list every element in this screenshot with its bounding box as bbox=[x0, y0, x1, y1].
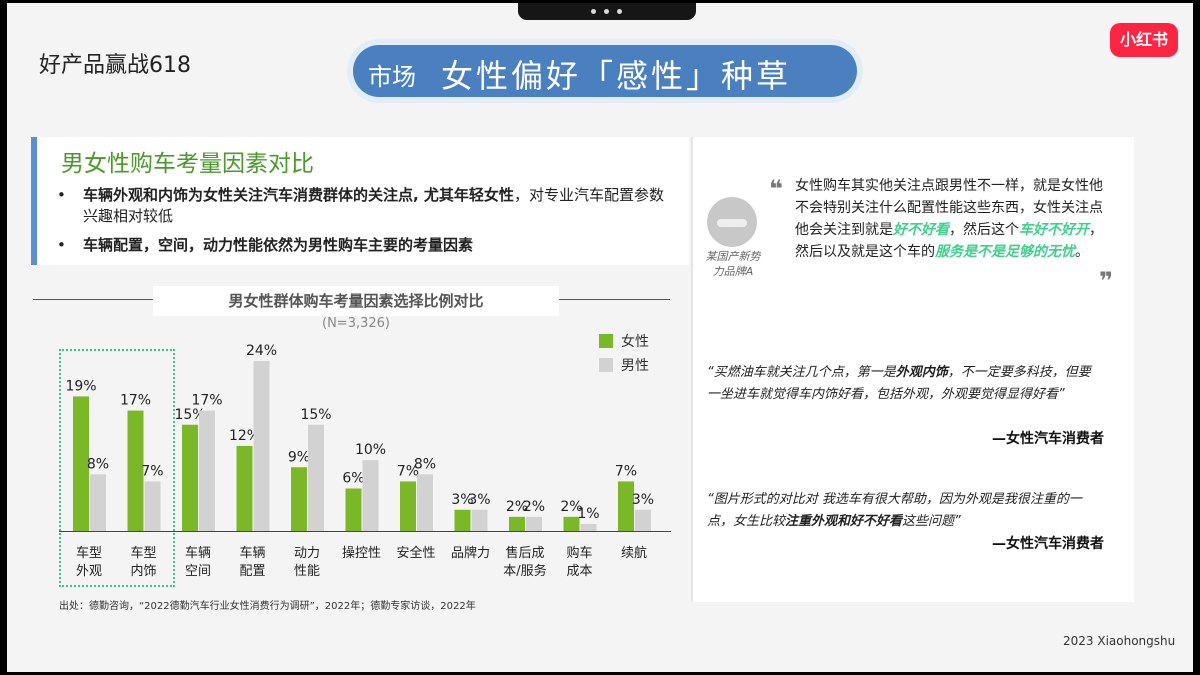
xiaohongshu-logo: 小红书 bbox=[1110, 23, 1178, 57]
quote-3-attribution: —女性汽车消费者 bbox=[992, 536, 1104, 552]
highlight-box bbox=[59, 349, 175, 587]
findings-title: 男女性购车考量因素对比 bbox=[61, 151, 314, 177]
data-label-male: 3% bbox=[468, 492, 490, 508]
footer: 2023 Xiaohongshu bbox=[1063, 634, 1176, 648]
bar-female bbox=[563, 516, 580, 531]
quote-1: 女性购车其实他关注点跟男性不一样，就是女性他不会特别关注什么配置性能这些东西，女… bbox=[795, 178, 1103, 260]
finding-1-rest: ，对专业汽车配置参数兴趣相对较低 bbox=[83, 186, 664, 225]
data-label-male: 2% bbox=[523, 499, 545, 515]
quote-open-icon: ❝ bbox=[769, 175, 784, 203]
category-label: 成本 bbox=[566, 564, 592, 579]
data-label-male: 7% bbox=[141, 463, 163, 479]
car-icon bbox=[717, 219, 747, 227]
data-label-male: 24% bbox=[246, 343, 277, 359]
data-label-female: 2% bbox=[560, 499, 582, 515]
category-label: 售后成 bbox=[505, 545, 544, 561]
bar-male bbox=[580, 523, 597, 531]
bar-male bbox=[471, 509, 488, 531]
bar-male bbox=[90, 474, 106, 531]
data-label-male: 1% bbox=[577, 506, 599, 522]
bar-female bbox=[454, 509, 471, 531]
notch-dot bbox=[617, 9, 622, 14]
data-label-female: 12% bbox=[229, 428, 260, 444]
data-label-female: 2% bbox=[506, 499, 528, 515]
data-label-female: 3% bbox=[451, 492, 473, 508]
category-label: 配置 bbox=[239, 564, 265, 579]
bar-female bbox=[291, 467, 307, 531]
source-note: 出处：德勤咨询，“2022德勤汽车行业女性消费行为调研”，2022年；德勤专家访… bbox=[59, 601, 476, 612]
finding-2-text: 车辆配置，空间，动力性能依然为男性购车主要的考量因素 bbox=[83, 236, 474, 254]
legend-swatch-male bbox=[599, 358, 613, 372]
title-pill: 市场 女性偏好「感性」种草 bbox=[347, 39, 863, 103]
category-label: 安全性 bbox=[396, 545, 435, 561]
bar-female bbox=[345, 488, 362, 531]
data-label-female: 7% bbox=[397, 463, 419, 479]
quote-3: “图片形式的对比对 我选车有很大帮助，因为外观是我很注重的一点，女生比较注重外观… bbox=[707, 492, 1082, 529]
bar-male bbox=[144, 481, 161, 531]
bar-male bbox=[526, 516, 542, 531]
category-label: 本/服务 bbox=[503, 563, 546, 579]
data-label-male: 8% bbox=[87, 456, 109, 472]
notch-dot bbox=[591, 9, 596, 14]
chart-title: 男女性群体购车考量因素选择比例对比 bbox=[153, 286, 559, 316]
category-label: 空间 bbox=[185, 564, 211, 579]
bar-male bbox=[635, 509, 651, 531]
category-label: 操控性 bbox=[342, 545, 381, 561]
category-label: 性能 bbox=[294, 564, 320, 579]
finding-1-bold: 车辆外观和内饰为女性关注汽车消费群体的关注点, 尤其年轻女性 bbox=[83, 186, 514, 204]
bar-female bbox=[509, 516, 525, 531]
bar-female bbox=[182, 424, 198, 531]
category-label: 车型 bbox=[76, 545, 102, 561]
bar-male bbox=[199, 410, 215, 531]
category-label: 购车 bbox=[566, 545, 592, 561]
bar-male bbox=[417, 474, 433, 531]
category-label: 内饰 bbox=[130, 563, 156, 579]
legend-swatch-female bbox=[599, 334, 613, 348]
data-label-female: 9% bbox=[288, 449, 310, 465]
avatar-label: 某国产新势力品牌A bbox=[705, 250, 761, 278]
title-main: 女性偏好「感性」种草 bbox=[441, 57, 792, 95]
chart-subtitle: (N=3,326) bbox=[322, 316, 390, 331]
data-label-male: 10% bbox=[355, 442, 386, 458]
window-notch bbox=[518, 3, 696, 20]
findings-panel: 男女性购车考量因素对比 • 车辆外观和内饰为女性关注汽车消费群体的关注点, 尤其… bbox=[31, 137, 689, 265]
data-label-female: 7% bbox=[615, 463, 637, 479]
category-label: 车辆 bbox=[239, 545, 265, 561]
title-section: 市场 bbox=[368, 63, 416, 91]
category-label: 品牌力 bbox=[451, 545, 490, 561]
data-label-male: 3% bbox=[632, 492, 654, 508]
quotes-panel: 某国产新势力品牌A ❝ 女性购车其实他关注点跟男性不一样，就是女性他不会特别关注… bbox=[691, 137, 1134, 602]
slide: 好产品赢战618 市场 女性偏好「感性」种草 小红书 男女性购车考量因素对比 •… bbox=[7, 3, 1193, 672]
data-label-female: 17% bbox=[120, 393, 151, 409]
data-label-male: 15% bbox=[300, 407, 331, 423]
notch-dot bbox=[604, 9, 609, 14]
bar-female bbox=[618, 481, 634, 531]
category-label: 动力 bbox=[294, 546, 320, 561]
bar-female bbox=[236, 446, 253, 531]
data-label-male: 17% bbox=[191, 393, 222, 409]
quote-2: “买燃油车就关注几个点，第一是外观内饰，不一定要多科技，但要一坐进车就觉得车内饰… bbox=[707, 365, 1091, 402]
legend-label-female: 女性 bbox=[621, 334, 649, 350]
data-label-female: 6% bbox=[342, 471, 364, 487]
category-label: 车辆 bbox=[185, 545, 211, 561]
bar-chart: 19%8%车型外观17%7%车型内饰15%17%车辆空间12%24%车辆配置9%… bbox=[59, 343, 671, 579]
bar-male bbox=[308, 424, 324, 531]
bar-female bbox=[127, 410, 144, 531]
bar-male bbox=[362, 460, 379, 531]
data-label-female: 15% bbox=[174, 407, 205, 423]
legend-label-male: 男性 bbox=[621, 358, 649, 374]
bar-female bbox=[73, 396, 89, 531]
category-label: 车型 bbox=[130, 545, 156, 561]
category-label: 续航 bbox=[621, 545, 647, 561]
category-label: 外观 bbox=[76, 564, 102, 579]
bar-male bbox=[253, 361, 270, 531]
data-label-female: 19% bbox=[65, 378, 96, 394]
brand-avatar bbox=[707, 197, 757, 247]
bar-female bbox=[400, 481, 416, 531]
quote-2-attribution: —女性汽车消费者 bbox=[992, 431, 1104, 447]
data-label-male: 8% bbox=[414, 456, 436, 472]
panel-divider bbox=[691, 137, 693, 602]
brand-title: 好产品赢战618 bbox=[39, 53, 191, 78]
quote-close-icon: ❞ bbox=[1099, 267, 1114, 295]
